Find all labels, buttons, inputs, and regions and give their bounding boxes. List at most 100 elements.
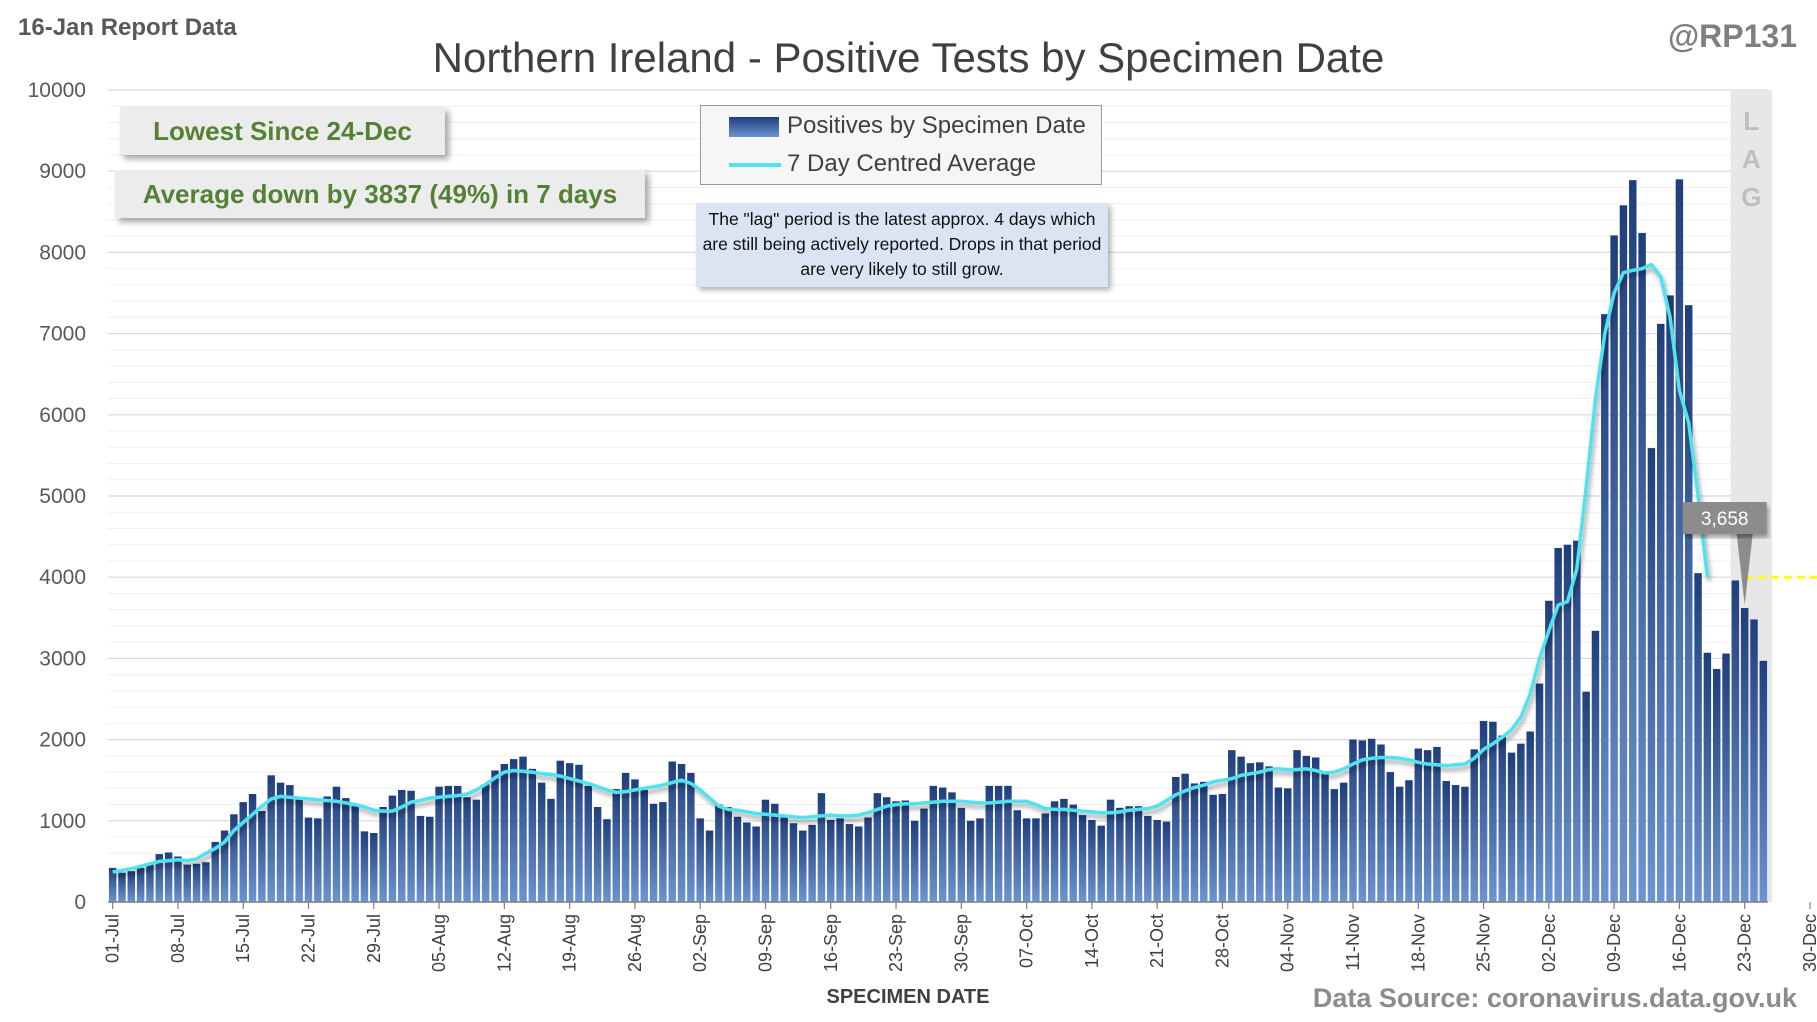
bar <box>929 785 938 902</box>
bar <box>1228 750 1236 902</box>
bar <box>108 867 117 902</box>
callout-average-text: Average down by 3837 (49%) in 7 days <box>142 179 618 209</box>
y-tick-label: 0 <box>74 891 86 914</box>
average-line <box>112 262 1710 874</box>
bar <box>724 806 732 902</box>
bar <box>1479 720 1488 902</box>
bar <box>239 802 247 902</box>
bar <box>491 770 499 902</box>
bar <box>1032 818 1040 902</box>
bar <box>1153 819 1161 902</box>
bar <box>388 795 397 902</box>
bar <box>547 798 555 902</box>
bar <box>715 804 723 902</box>
bar <box>127 871 136 902</box>
bar <box>743 822 751 902</box>
bar <box>1134 806 1143 902</box>
bar <box>966 820 975 902</box>
bar <box>1097 825 1105 902</box>
legend-label-positives: Positives by Specimen Date <box>787 112 1086 139</box>
data-source: Data Source: coronavirus.data.gov.uk <box>1312 983 1797 1013</box>
bar <box>1116 807 1124 902</box>
bar <box>1619 205 1628 902</box>
bar <box>1125 806 1133 902</box>
bar <box>155 854 164 902</box>
x-tick-label: 12-Aug <box>494 914 514 972</box>
x-tick-label: 05-Aug <box>429 914 449 972</box>
bar <box>1507 752 1516 902</box>
bar <box>696 818 704 902</box>
bar <box>1573 540 1581 902</box>
bar <box>258 811 266 902</box>
bar <box>1685 305 1693 902</box>
lag-note: The "lag" period is the latest approx. 4… <box>696 203 1108 287</box>
author-handle: @RP131 <box>1667 18 1797 54</box>
bar <box>799 830 807 902</box>
bar <box>1302 755 1311 902</box>
bar <box>1004 785 1012 902</box>
bar <box>230 814 238 902</box>
bar <box>211 841 219 902</box>
bar <box>575 764 583 902</box>
bar <box>1218 794 1227 902</box>
line-layer <box>112 262 1710 874</box>
x-tick-label: 18-Nov <box>1408 914 1428 972</box>
bar <box>1106 799 1115 902</box>
bar <box>556 760 565 902</box>
bar <box>1470 749 1478 902</box>
lag-letter: L <box>1743 106 1759 136</box>
bar <box>1591 630 1600 902</box>
x-tick-label: 04-Nov <box>1278 914 1298 972</box>
bar <box>1722 653 1730 902</box>
bar <box>873 793 882 902</box>
bar <box>444 785 453 902</box>
bar <box>612 789 620 902</box>
annotation-box <box>1682 502 1767 534</box>
bar <box>276 782 285 902</box>
legend-swatch-bar <box>729 117 779 137</box>
bar <box>435 786 443 902</box>
bar <box>1517 743 1525 902</box>
bar <box>1582 691 1590 902</box>
bar <box>1321 771 1329 902</box>
bar <box>1433 746 1441 902</box>
bar <box>379 806 387 902</box>
bar <box>1377 744 1385 902</box>
legend-label-average: 7 Day Centred Average <box>787 150 1037 177</box>
x-tick-label: 02-Sep <box>690 914 710 972</box>
bar <box>827 819 835 902</box>
bar <box>463 797 471 902</box>
bar <box>1013 810 1021 902</box>
bar <box>1461 786 1469 902</box>
bar <box>1526 731 1534 902</box>
bar <box>174 856 182 902</box>
bar <box>1078 815 1087 902</box>
bar <box>1629 180 1637 902</box>
bar <box>808 824 816 902</box>
x-tick-label: 30-Dec <box>1800 914 1817 972</box>
x-tick-label: 22-Jul <box>299 914 319 963</box>
bar <box>733 816 742 902</box>
bar <box>1657 323 1665 903</box>
y-tick-label: 5000 <box>39 485 86 508</box>
bar <box>481 784 490 902</box>
bar <box>1022 818 1031 902</box>
bar <box>1675 179 1684 902</box>
bar <box>631 779 639 902</box>
bar <box>593 806 602 902</box>
x-tick-label: 01-Jul <box>103 914 123 963</box>
bar <box>1442 781 1450 902</box>
x-tick-label: 02-Dec <box>1539 914 1559 972</box>
annotation-label: 3,658 <box>1701 509 1749 530</box>
bar <box>500 763 509 902</box>
x-tick-label: 26-Aug <box>625 914 645 972</box>
bar <box>1311 757 1320 902</box>
bar <box>1293 750 1301 902</box>
bar <box>855 826 863 902</box>
bar <box>1367 738 1376 902</box>
bar <box>649 803 658 902</box>
bar <box>342 798 350 902</box>
bar <box>1610 235 1618 902</box>
x-tick-label: 28-Oct <box>1212 914 1232 968</box>
